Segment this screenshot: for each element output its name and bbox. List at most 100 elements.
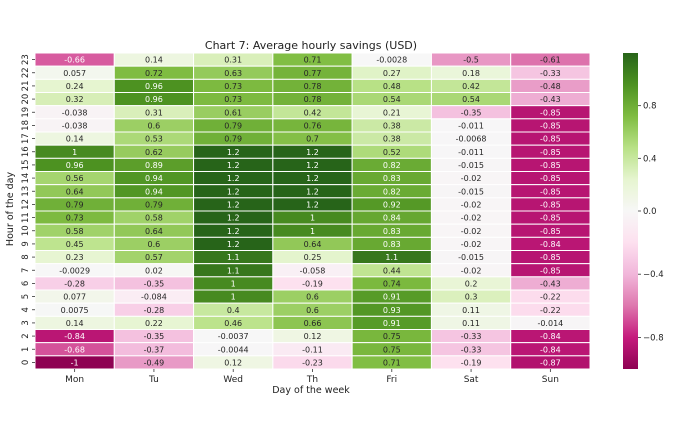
cell-value-label: 0.057: [63, 69, 86, 78]
x-tick-label: Th: [306, 375, 318, 385]
cell-value-label: -0.28: [64, 279, 85, 288]
cell-value-label: 0.94: [145, 174, 163, 183]
cell-value-label: -0.011: [458, 148, 484, 157]
y-tick-label: 7: [21, 268, 31, 273]
cell-value-label: 0.57: [145, 253, 163, 262]
cell-value-label: 0.93: [383, 306, 401, 315]
cell-value-label: 0.83: [383, 227, 401, 236]
cell-value-label: 0.02: [145, 266, 163, 275]
cell-value-label: -0.011: [458, 121, 484, 130]
colorbar-tick-label: 0.8: [643, 102, 657, 112]
cell-value-label: 0.73: [66, 214, 84, 223]
cell-value-label: 0.56: [66, 174, 84, 183]
cell-value-label: 0.2: [465, 279, 478, 288]
cell-value-label: -0.35: [461, 108, 482, 117]
cell-value-label: 0.52: [383, 148, 401, 157]
cell-value-label: -0.02: [461, 200, 482, 209]
y-tick-label: 20: [21, 94, 31, 105]
cell-value-label: -0.22: [540, 293, 561, 302]
cell-value-label: 0.12: [224, 358, 242, 367]
cell-value-label: 1.2: [306, 174, 319, 183]
cell-value-label: 0.48: [383, 82, 401, 91]
cell-value-label: -0.85: [540, 135, 561, 144]
cell-value-label: -0.35: [144, 279, 165, 288]
cell-value-label: 1.2: [227, 214, 240, 223]
cell-value-label: -0.68: [64, 345, 85, 354]
cell-value-label: 0.3: [465, 293, 478, 302]
cell-value-label: 1.2: [306, 148, 319, 157]
cell-value-label: 0.077: [63, 293, 86, 302]
cell-value-label: -0.0037: [218, 332, 249, 341]
cell-value-label: 1.2: [227, 161, 240, 170]
cell-value-label: 1: [231, 293, 236, 302]
y-tick-label: 17: [21, 133, 31, 144]
colorbar: 0.8 0.4 0.0 −0.4 −0.8: [623, 53, 664, 369]
cell-value-label: 0.24: [66, 82, 84, 91]
cell-value-label: 0.45: [66, 240, 84, 249]
cell-value-label: 1.2: [227, 240, 240, 249]
cell-value-label: -0.5: [463, 56, 479, 65]
cell-value-label: 0.42: [304, 108, 322, 117]
cell-value-label: -0.038: [62, 121, 88, 130]
cell-value-label: 0.22: [145, 319, 163, 328]
y-tick-label: 15: [21, 160, 31, 171]
x-axis-label: Day of the week: [272, 385, 350, 396]
cell-value-label: 0.91: [383, 293, 401, 302]
x-axis: Mon Tu Wed Th Fri Sat Sun: [65, 369, 559, 385]
cell-value-label: 0.83: [383, 240, 401, 249]
y-tick-label: 19: [21, 107, 31, 118]
cell-value-label: -0.85: [540, 227, 561, 236]
cell-value-label: 0.75: [383, 345, 401, 354]
cell-value-label: 1.2: [306, 200, 319, 209]
cell-value-label: 0.31: [145, 108, 163, 117]
cell-value-label: 0.82: [383, 187, 401, 196]
cell-value-label: 0.83: [383, 174, 401, 183]
cell-value-label: 1.2: [227, 187, 240, 196]
y-tick-label: 3: [21, 320, 31, 325]
y-tick-label: 14: [21, 173, 31, 184]
cell-value-label: 0.25: [304, 253, 322, 262]
cell-value-label: 0.64: [66, 187, 84, 196]
cell-value-label: 0.58: [66, 227, 84, 236]
colorbar-tick-label: −0.4: [643, 270, 664, 280]
cell-value-label: 1: [72, 148, 77, 157]
colorbar-tick-label: 0.0: [643, 207, 657, 217]
cell-value-label: 0.94: [145, 187, 163, 196]
cell-value-label: 0.12: [304, 332, 322, 341]
cell-value-label: -0.35: [144, 332, 165, 341]
cell-value-label: -0.28: [144, 306, 165, 315]
cell-value-label: 1.2: [227, 227, 240, 236]
cell-value-label: 0.79: [145, 200, 163, 209]
colorbar-tick-label: −0.8: [643, 333, 664, 343]
cell-value-label: -0.85: [540, 148, 561, 157]
cell-value-label: -0.19: [302, 279, 323, 288]
cell-value-label: 0.78: [304, 82, 322, 91]
cell-value-label: 0.79: [224, 121, 242, 130]
x-tick-label: Mon: [65, 375, 84, 385]
cell-value-label: 0.6: [306, 306, 319, 315]
x-tick-label: Wed: [223, 375, 243, 385]
cell-value-label: -0.43: [540, 95, 561, 104]
cell-value-label: 0.76: [304, 121, 322, 130]
y-tick-label: 2: [21, 333, 31, 338]
cell-value-label: 0.96: [66, 161, 84, 170]
cell-value-label: 0.6: [306, 293, 319, 302]
cell-value-label: 0.53: [145, 135, 163, 144]
cell-value-label: 0.82: [383, 161, 401, 170]
cell-value-label: 0.38: [383, 121, 401, 130]
cell-value-label: 0.44: [383, 266, 401, 275]
y-tick-label: 8: [21, 254, 31, 259]
cell-value-label: 0.54: [383, 95, 401, 104]
cell-value-label: 0.6: [148, 121, 161, 130]
cell-value-label: -0.37: [144, 345, 165, 354]
x-tick-label: Fri: [386, 375, 397, 385]
cell-value-label: 0.23: [66, 253, 84, 262]
cell-value-label: 0.64: [304, 240, 322, 249]
cell-value-label: 0.89: [145, 161, 163, 170]
cell-value-label: -0.02: [461, 240, 482, 249]
cell-value-label: -0.85: [540, 253, 561, 262]
cell-value-label: -0.85: [540, 121, 561, 130]
cell-value-label: -0.85: [540, 266, 561, 275]
cell-value-label: -0.19: [461, 358, 482, 367]
cell-value-label: 0.96: [145, 82, 163, 91]
